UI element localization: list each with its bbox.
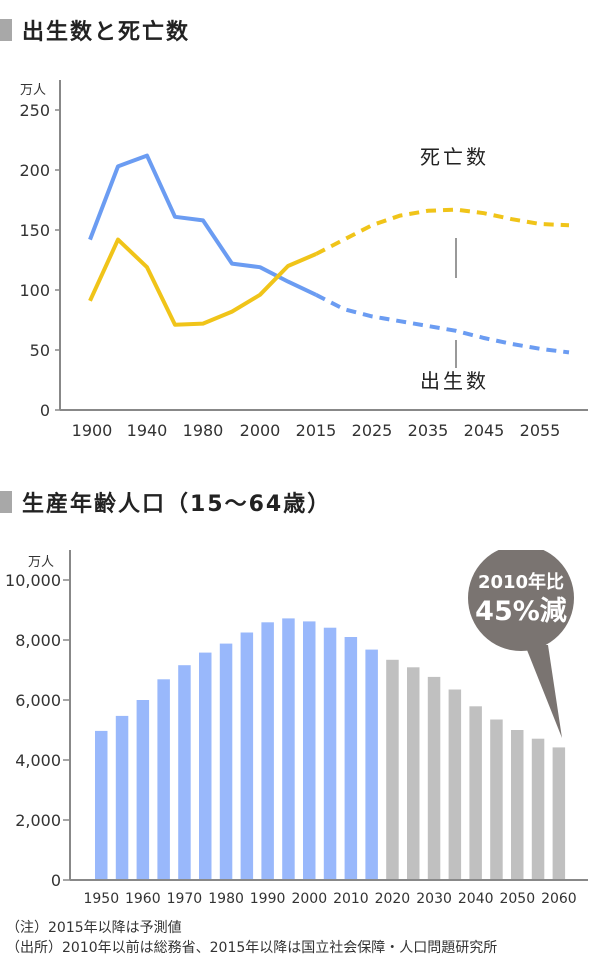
y-tick-label: 150	[19, 221, 50, 240]
bar-1985	[240, 632, 254, 880]
x-tick-label: 1980	[183, 421, 224, 440]
x-tick-label: 2000	[240, 421, 281, 440]
bar-2000	[303, 621, 316, 880]
y-tick-label: 10,000	[5, 571, 61, 590]
y-tick-label: 0	[51, 871, 61, 890]
y-tick-label: 6,000	[15, 691, 61, 710]
x-tick-label: 2045	[464, 421, 505, 440]
callout-line2: 45%減	[475, 596, 567, 627]
x-tick-label: 1960	[125, 891, 161, 907]
bar-2030	[427, 676, 441, 880]
bar-1965	[157, 679, 170, 880]
y-tick-label: 200	[19, 161, 50, 180]
y-tick-label: 100	[19, 281, 50, 300]
x-tick-label: 1980	[208, 891, 244, 907]
bar-1950	[95, 730, 108, 880]
x-tick-label: 2025	[352, 421, 393, 440]
section-title-text: 出生数と死亡数	[22, 20, 191, 45]
bars	[95, 618, 566, 880]
bar-1960	[136, 700, 150, 880]
bar-2045	[490, 719, 503, 880]
title-marker	[0, 491, 12, 513]
x-tick-label: 2035	[408, 421, 449, 440]
x-tick-label: 1990	[250, 891, 286, 907]
x-tick-label: 1970	[167, 891, 203, 907]
bar-2020	[386, 659, 399, 880]
x-axis: 1950 1960 1970 1980 1990 2000 2010 2020 2030 2040…	[70, 879, 588, 907]
bar-2055	[531, 738, 545, 880]
bar-2015	[365, 649, 378, 880]
bar-2050	[511, 730, 524, 880]
source-text: （出所）2010年以前は総務省、2015年以降は国立社会保障・人口問題研究所	[6, 940, 498, 956]
bar-2005	[323, 627, 337, 880]
x-tick-label: 2010	[333, 891, 369, 907]
x-axis: 1900 1940 1980 2000 2015 2025 2035 2045 2055	[60, 409, 588, 440]
bar-1970	[178, 665, 191, 880]
y-tick-label: 2,000	[15, 811, 61, 830]
callout-bubble: 2010年比 45%減	[468, 550, 574, 738]
x-tick-label: 2015	[296, 421, 337, 440]
y-unit-label: 万人	[20, 83, 46, 98]
x-tick-label: 2000	[291, 891, 327, 907]
x-tick-label: 1950	[83, 891, 119, 907]
y-tick-label: 4,000	[15, 751, 61, 770]
deaths-line-forecast	[315, 207, 570, 256]
series-lines	[88, 153, 570, 355]
y-tick-label: 0	[40, 401, 50, 420]
bar-2010	[344, 637, 358, 880]
births-line-forecast	[315, 293, 570, 355]
x-tick-label: 2040	[458, 891, 494, 907]
y-tick-label: 250	[19, 101, 50, 120]
bar-1975	[199, 652, 212, 880]
bar-2060	[552, 747, 566, 880]
y-axis: 10,000 8,000 6,000 4,000 2,000 0	[5, 550, 71, 890]
bar-1990	[261, 622, 274, 880]
title-marker	[0, 19, 12, 41]
x-tick-label: 2055	[520, 421, 561, 440]
bar-2035	[448, 689, 462, 880]
note-text: （注）2015年以降は予測値	[6, 920, 182, 936]
x-tick-label: 2060	[541, 891, 577, 907]
y-unit-label: 万人	[28, 555, 54, 570]
x-tick-label: 2020	[375, 891, 411, 907]
x-tick-label: 2050	[499, 891, 535, 907]
y-axis: 250 200 150 100 50 0	[19, 80, 61, 420]
bar-2025	[407, 667, 420, 880]
births-label: 出生数	[420, 369, 489, 393]
x-tick-label: 1900	[72, 421, 113, 440]
callout-line1: 2010年比	[478, 571, 564, 593]
x-tick-label: 1940	[127, 421, 168, 440]
bar-2040	[469, 706, 482, 880]
footnotes: （注）2015年以降は予測値 （出所）2010年以前は総務省、2015年以降は国…	[6, 918, 497, 958]
bar-1980	[219, 643, 233, 880]
bar-1955	[115, 715, 129, 880]
section-title-births-deaths: 出生数と死亡数	[0, 14, 190, 46]
births-deaths-line-chart: 万人 250 200 150 100 50 0 1900 1940 1980 2000 2015 2…	[19, 80, 588, 440]
section-title-text: 生産年齢人口（15〜64歳）	[22, 492, 332, 517]
bar-1995	[282, 618, 295, 880]
y-tick-label: 50	[30, 341, 50, 360]
section-title-working-age: 生産年齢人口（15〜64歳）	[0, 486, 331, 518]
y-tick-label: 8,000	[15, 631, 61, 650]
deaths-label: 死亡数	[420, 145, 489, 169]
x-tick-label: 2030	[416, 891, 452, 907]
deaths-line-actual	[88, 237, 317, 327]
